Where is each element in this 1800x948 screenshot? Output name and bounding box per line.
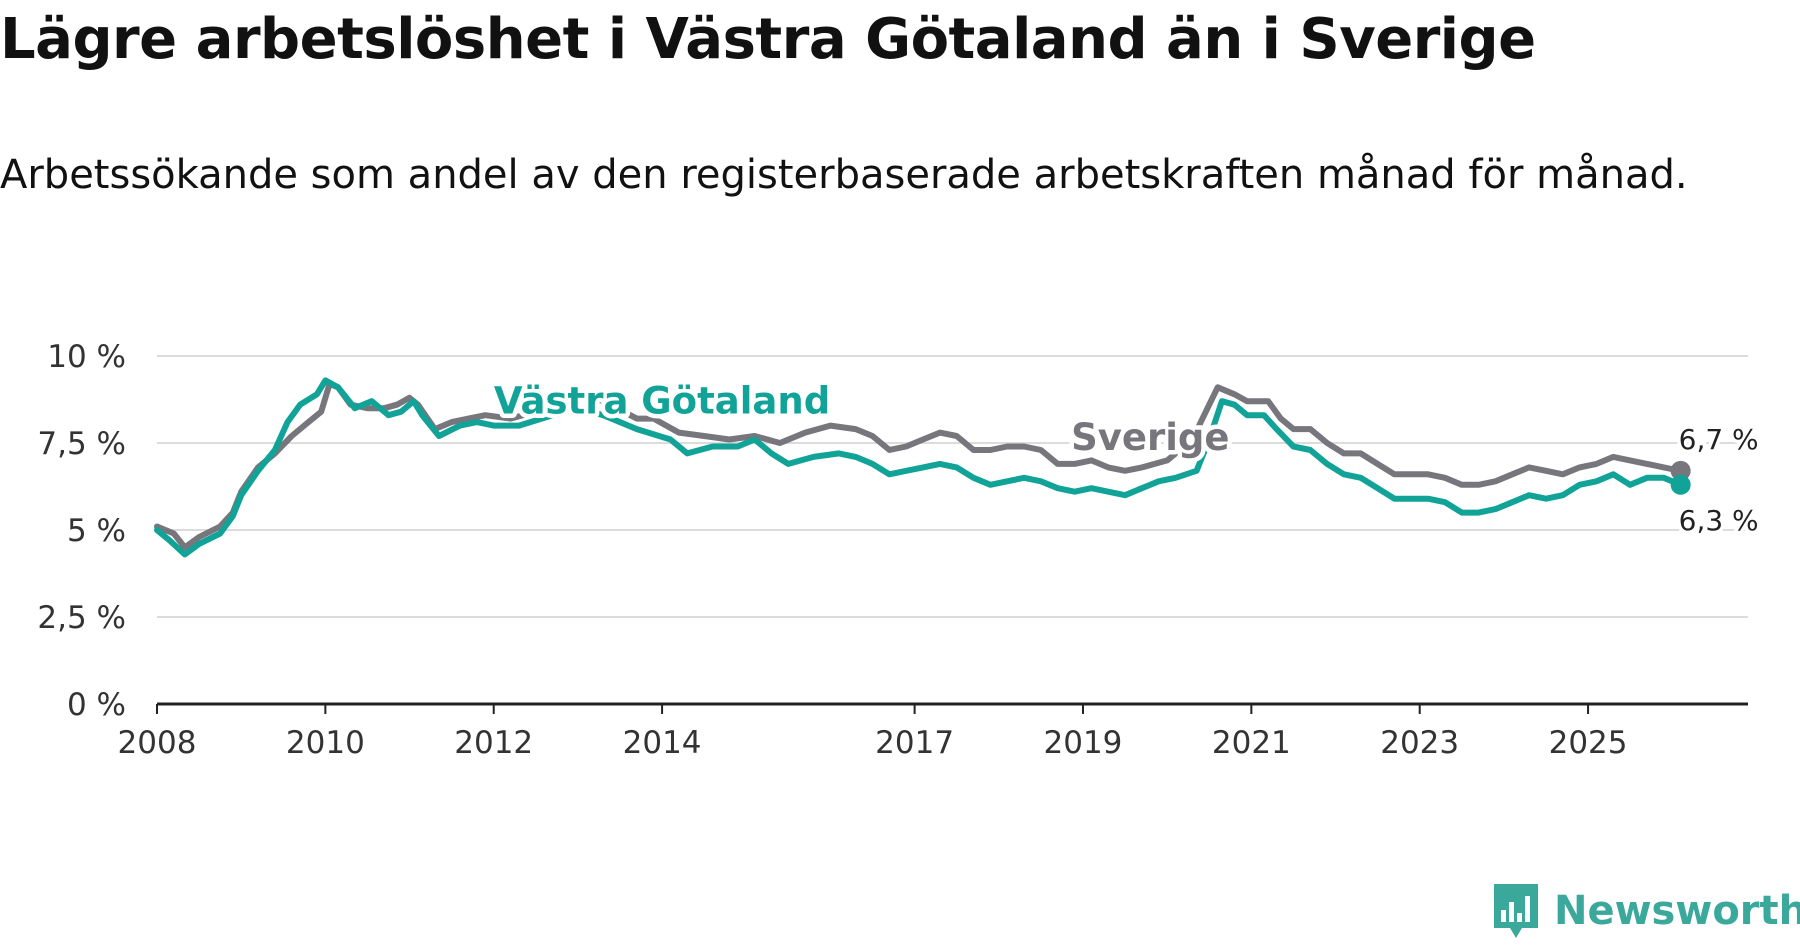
line-chart: 0 % 2,5 % 5 % 7,5 % 10 % 2008 2010 2012 2014 201… <box>37 339 1762 761</box>
x-tick-label: 2012 <box>454 725 533 761</box>
newsworthy-bar-chart-icon <box>1494 884 1538 938</box>
x-tick-label: 2021 <box>1212 725 1291 761</box>
series-line-v-stra-g-taland <box>154 377 1684 558</box>
y-tick-label: 0 % <box>67 687 126 723</box>
brand-name: Newsworthy <box>1554 888 1800 934</box>
series-end-point <box>1670 474 1691 495</box>
series-labels: Västra Götaland Sverige 6,7 % 6,3 % <box>489 375 1762 540</box>
x-tick-label: 2010 <box>286 725 365 761</box>
y-tick-label: 2,5 % <box>37 600 126 636</box>
end-value-label: 6,7 % <box>1679 423 1759 456</box>
y-tick-label: 10 % <box>47 339 126 375</box>
x-tick-label: 2008 <box>118 725 197 761</box>
x-tick-label: 2017 <box>875 725 954 761</box>
x-tick-label: 2023 <box>1380 725 1459 761</box>
chart-title: Lägre arbetslöshet i Västra Götaland än … <box>0 7 1536 72</box>
y-tick-label: 7,5 % <box>37 426 126 462</box>
series-end-point <box>1670 460 1691 481</box>
y-axis-ticks: 0 % 2,5 % 5 % 7,5 % 10 % <box>37 339 126 723</box>
end-value-label: 6,3 % <box>1679 504 1759 537</box>
gridlines <box>157 355 1748 706</box>
newsworthy-logo: Newsworthy <box>1492 882 1800 940</box>
x-tick-label: 2025 <box>1549 725 1628 761</box>
series-label-v-stra-g-taland: Västra Götaland <box>494 379 830 422</box>
y-tick-label: 5 % <box>67 513 126 549</box>
series-lines <box>154 377 1691 558</box>
x-axis-ticks: 2008 2010 2012 2014 2017 2019 2021 2023 2025 <box>118 704 1628 761</box>
series-label-sverige: Sverige <box>1071 416 1229 459</box>
chart-subtitle: Arbetssökande som andel av den registerb… <box>0 152 1688 198</box>
x-tick-label: 2014 <box>623 725 702 761</box>
x-tick-label: 2019 <box>1044 725 1123 761</box>
